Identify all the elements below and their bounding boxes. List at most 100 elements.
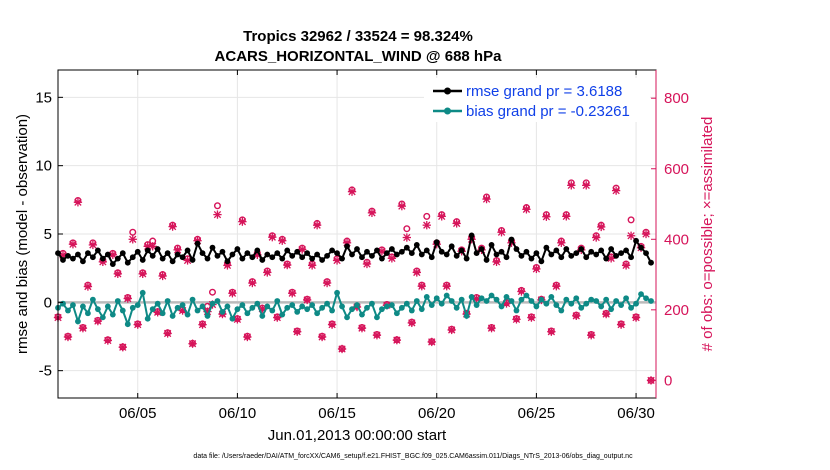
- obs-assimilated-point: [631, 313, 641, 322]
- rmse-point: [179, 254, 186, 261]
- bias-point: [428, 302, 435, 308]
- rmse-point: [114, 255, 121, 262]
- rmse-point: [159, 255, 166, 262]
- obs-assimilated-point: [587, 331, 596, 340]
- obs-assimilated-point: [213, 210, 222, 219]
- y-right-tick-label: 400: [664, 231, 689, 248]
- bias-point: [344, 314, 350, 321]
- x-axis-label: Jun.01,2013 00:00:00 start: [268, 427, 447, 444]
- bias-point: [139, 289, 146, 296]
- rmse-point: [578, 246, 585, 252]
- bias-point: [279, 311, 286, 318]
- obs-possible-point: [423, 212, 431, 220]
- obs-assimilated-point: [442, 282, 451, 291]
- bias-point: [169, 313, 176, 319]
- bias-point: [483, 298, 490, 304]
- rmse-point: [503, 254, 510, 261]
- bias-point: [443, 292, 450, 299]
- x-tick-label: 06/10: [219, 405, 257, 422]
- rmse-point: [403, 244, 410, 251]
- obs-assimilated-point: [621, 261, 631, 270]
- obs-assimilated-point: [572, 311, 581, 320]
- bias-point: [633, 300, 639, 307]
- obs-assimilated-point: [312, 221, 322, 230]
- rmse-point: [623, 247, 629, 254]
- rmse-point: [254, 247, 261, 254]
- rmse-point: [324, 252, 330, 259]
- bias-point: [114, 298, 121, 304]
- obs-assimilated-point: [103, 336, 112, 345]
- bias-point: [438, 300, 445, 307]
- rmse-point: [244, 250, 251, 257]
- bias-point: [224, 303, 231, 310]
- rmse-point: [608, 246, 615, 252]
- chart-title-line2: ACARS_HORIZONTAL_WIND @ 688 hPa: [215, 48, 503, 65]
- obs-assimilated-point: [228, 289, 237, 298]
- bias-point: [448, 298, 455, 304]
- bias-point: [109, 311, 116, 318]
- bias-point: [294, 309, 301, 315]
- rmse-point: [264, 251, 271, 258]
- obs-assimilated-point: [582, 181, 591, 190]
- obs-assimilated-point: [616, 320, 626, 329]
- rmse-point: [374, 247, 380, 254]
- obs-possible-point: [627, 216, 635, 224]
- obs-assimilated-point: [168, 222, 177, 231]
- rmse-point: [149, 252, 156, 259]
- obs-assimilated-point: [422, 221, 431, 230]
- series-layer: [55, 232, 654, 328]
- rmse-point: [174, 251, 181, 258]
- rmse-point: [393, 251, 400, 258]
- bias-point: [578, 304, 585, 311]
- obs-assimilated-point: [552, 282, 561, 291]
- y-right-tick-label: 0: [664, 372, 672, 389]
- rmse-point: [314, 251, 321, 258]
- rmse-point: [528, 255, 535, 262]
- bias-point: [194, 307, 201, 314]
- y-axis-left: -5 0 5 10 15: [35, 89, 63, 380]
- rmse-point: [508, 236, 515, 243]
- obs-assimilated-point: [592, 233, 601, 242]
- bias-point: [598, 303, 605, 310]
- obs-assimilated-point: [83, 282, 93, 291]
- obs-assimilated-point: [522, 205, 531, 214]
- obs-assimilated-point: [402, 233, 411, 242]
- bias-point: [538, 296, 545, 303]
- rmse-point: [598, 247, 605, 254]
- bias-point: [164, 298, 171, 304]
- bias-point: [573, 295, 580, 302]
- obs-assimilated-point: [293, 327, 302, 336]
- obs-assimilated-point: [188, 339, 197, 348]
- obs-assimilated-point: [73, 198, 83, 207]
- obs-assimilated-point: [362, 259, 372, 269]
- rmse-point: [134, 248, 141, 255]
- rmse-point: [603, 255, 610, 262]
- bias-point: [473, 302, 480, 308]
- rmse-point: [398, 248, 405, 255]
- bias-point: [249, 304, 256, 311]
- bias-point: [234, 306, 241, 313]
- rmse-point: [189, 257, 196, 263]
- bias-point: [433, 295, 440, 302]
- obs-assimilated-point: [93, 316, 103, 326]
- rmse-point: [553, 247, 560, 254]
- bias-point: [388, 302, 395, 308]
- rmse-point: [274, 250, 281, 257]
- obs-assimilated-point: [641, 229, 651, 239]
- rmse-point: [269, 254, 276, 261]
- obs-assimilated-point: [427, 337, 436, 347]
- rmse-point: [309, 255, 316, 262]
- legend-bias-label: bias grand pr = -0.23261: [466, 103, 630, 120]
- rmse-point: [548, 251, 555, 258]
- bias-point: [508, 298, 515, 304]
- bias-point: [453, 304, 460, 311]
- bias-point: [199, 303, 206, 310]
- bias-point: [334, 289, 340, 296]
- bias-point: [314, 310, 321, 317]
- rmse-point: [234, 246, 241, 252]
- rmse-point: [169, 258, 176, 265]
- rmse-point: [379, 255, 385, 262]
- rmse-point: [443, 251, 450, 258]
- obs-assimilated-point: [392, 335, 402, 345]
- rmse-point: [613, 252, 620, 259]
